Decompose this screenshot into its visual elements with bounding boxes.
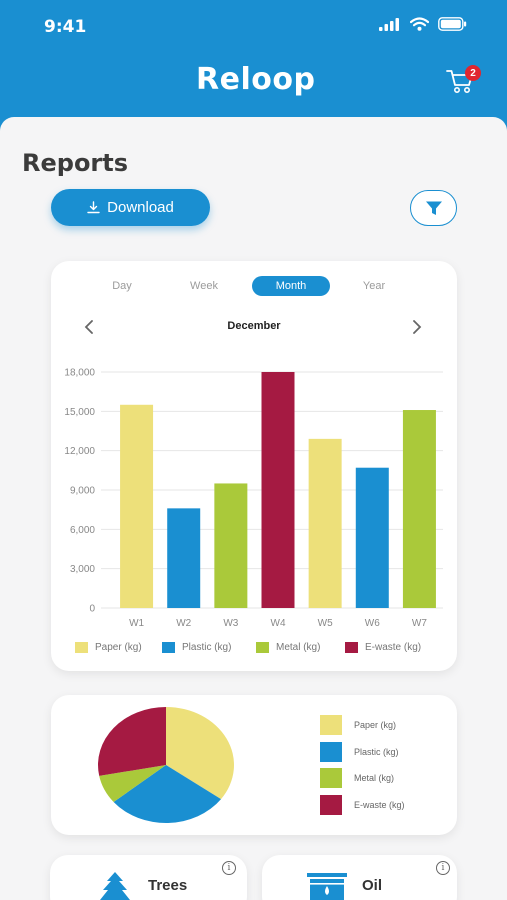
tab-year[interactable]: Year xyxy=(362,280,386,292)
download-button[interactable]: Download xyxy=(51,189,210,226)
pie-slice-metal[interactable] xyxy=(99,765,166,802)
legend-label: Plastic (kg) xyxy=(182,642,232,653)
y-tick-label: 15,000 xyxy=(64,407,95,418)
x-tick-label: W1 xyxy=(129,618,144,626)
bar-w7[interactable] xyxy=(402,410,436,608)
prev-month-button[interactable] xyxy=(79,317,99,337)
cart-button[interactable]: 2 xyxy=(446,65,481,96)
pie-slice-plastic[interactable] xyxy=(113,765,222,823)
pie-slice-paper[interactable] xyxy=(166,707,234,800)
next-month-button[interactable] xyxy=(407,317,427,337)
download-icon xyxy=(87,201,100,214)
paper-swatch xyxy=(320,715,342,735)
bar-chart: 0 3,000 6,000 9,000 12,000 15,000 18,000 W1 W2 W3… xyxy=(64,368,443,626)
ewaste-swatch xyxy=(345,642,358,653)
download-label: Download xyxy=(107,199,174,216)
pie-chart-card: Paper (kg) Plastic (kg) Metal (kg) E-was… xyxy=(51,695,457,835)
status-bar: 9:41 xyxy=(0,0,507,52)
pie-chart xyxy=(98,707,234,823)
legend-label: Paper (kg) xyxy=(95,642,142,653)
legend-plastic: Plastic (kg) xyxy=(162,642,231,653)
period-tabs: Day Week Month Year xyxy=(51,276,457,296)
month-label: December xyxy=(227,320,281,332)
pie-legend-ewaste: E-waste (kg) xyxy=(320,795,405,815)
pie-legend-plastic: Plastic (kg) xyxy=(320,742,399,762)
oil-title: Oil xyxy=(362,877,383,894)
x-tick-label: W6 xyxy=(365,618,380,626)
oil-card[interactable]: Oil i xyxy=(262,855,457,900)
signal-icon xyxy=(379,17,399,31)
tree-icon xyxy=(100,872,130,900)
legend-label: E-waste (kg) xyxy=(365,642,422,653)
bar-chart-legend: Paper (kg) Plastic (kg) Metal (kg) E-was… xyxy=(51,642,457,656)
bar-w4[interactable] xyxy=(261,372,295,608)
trees-title: Trees xyxy=(148,877,188,894)
status-time: 9:41 xyxy=(44,17,87,37)
metal-swatch xyxy=(320,768,342,788)
info-icon[interactable]: i xyxy=(222,861,236,875)
bar-chart-card: Day Week Month Year December 0 3,000 6,000… xyxy=(51,261,457,671)
x-tick-label: W3 xyxy=(223,618,238,626)
x-tick-label: W4 xyxy=(271,618,286,626)
x-tick-label: W5 xyxy=(318,618,333,626)
pie-slice-e-waste[interactable] xyxy=(98,707,166,776)
pie-legend-metal: Metal (kg) xyxy=(320,768,394,788)
bar-w2[interactable] xyxy=(167,508,201,608)
tab-day[interactable]: Day xyxy=(112,280,132,292)
y-tick-label: 9,000 xyxy=(70,486,95,497)
pie-legend-label: Metal (kg) xyxy=(354,773,395,783)
bar-w3[interactable] xyxy=(214,483,248,608)
ewaste-swatch xyxy=(320,795,342,815)
x-tick-label: W2 xyxy=(176,618,191,626)
x-tick-label: W7 xyxy=(412,618,427,626)
legend-paper: Paper (kg) xyxy=(75,642,142,653)
paper-swatch xyxy=(75,642,88,653)
chevron-left-icon xyxy=(84,320,93,334)
trees-card[interactable]: Trees i xyxy=(50,855,247,900)
tab-month[interactable]: Month xyxy=(252,276,330,296)
filter-icon xyxy=(425,201,442,215)
oil-barrel-icon xyxy=(307,873,347,900)
pie-legend-label: Plastic (kg) xyxy=(354,747,399,757)
bar-w6[interactable] xyxy=(355,467,389,608)
wifi-icon xyxy=(410,17,429,31)
y-tick-label: 3,000 xyxy=(70,564,95,575)
tab-week[interactable]: Week xyxy=(190,280,218,292)
app-header: Reloop 2 xyxy=(0,52,507,116)
legend-metal: Metal (kg) xyxy=(256,642,320,653)
bar-w1[interactable] xyxy=(120,404,154,608)
info-icon[interactable]: i xyxy=(436,861,450,875)
plastic-swatch xyxy=(320,742,342,762)
metal-swatch xyxy=(256,642,269,653)
plastic-swatch xyxy=(162,642,175,653)
y-tick-label: 6,000 xyxy=(70,525,95,536)
legend-ewaste: E-waste (kg) xyxy=(345,642,421,653)
app-logo: Reloop xyxy=(196,62,316,97)
y-tick-label: 0 xyxy=(89,604,95,615)
pie-legend-label: Paper (kg) xyxy=(354,720,397,730)
page-title: Reports xyxy=(22,149,129,177)
status-icons xyxy=(379,17,467,31)
legend-label: Metal (kg) xyxy=(276,642,321,653)
battery-icon xyxy=(438,17,467,31)
main-content: Reports Download Day Week Month Year Dec… xyxy=(0,117,507,900)
filter-button[interactable] xyxy=(410,190,457,226)
month-navigator: December xyxy=(51,317,457,337)
chevron-right-icon xyxy=(413,320,422,334)
pie-legend-label: E-waste (kg) xyxy=(354,800,405,810)
y-tick-label: 12,000 xyxy=(64,446,95,457)
bar-w5[interactable] xyxy=(308,438,342,608)
pie-legend-paper: Paper (kg) xyxy=(320,715,396,735)
y-tick-label: 18,000 xyxy=(64,368,95,379)
cart-badge: 2 xyxy=(465,65,481,81)
